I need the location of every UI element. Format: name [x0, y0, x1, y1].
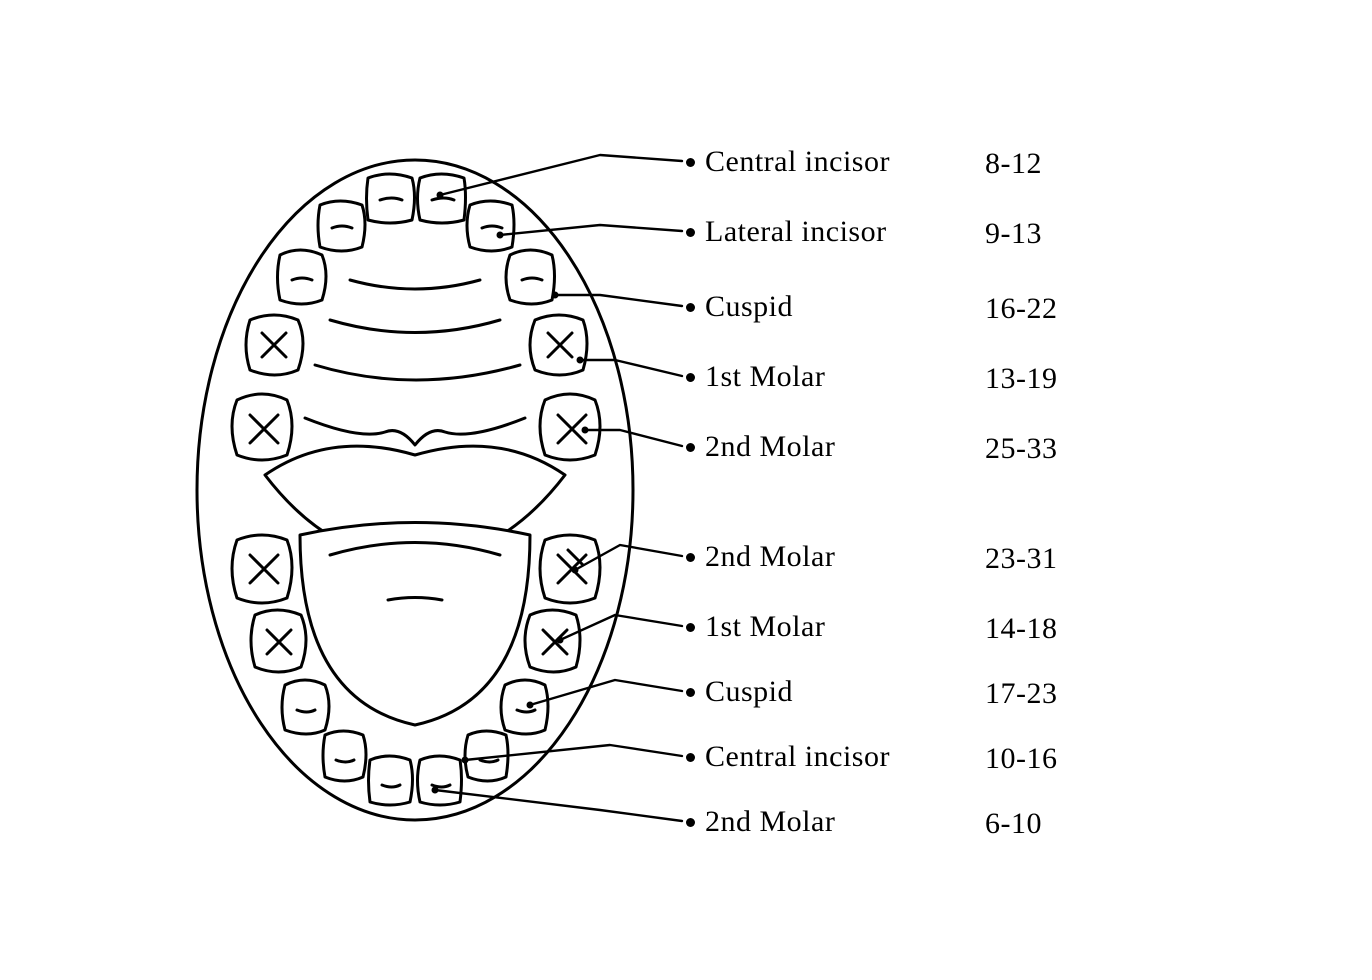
tooth-age-upper-2nd-molar: 25-33 [985, 432, 1058, 466]
molar-groove [250, 415, 278, 443]
label-row-upper-lateral-incisor: Lateral incisor [686, 215, 887, 249]
tooth-age-lower-last: 6-10 [985, 807, 1042, 841]
tooth-name-lower-cuspid: Cuspid [705, 675, 793, 709]
bullet-icon [686, 623, 695, 632]
molar-groove [543, 630, 567, 654]
tooth-name-lower-1st-molar: 1st Molar [705, 610, 825, 644]
leader-line [440, 155, 682, 195]
label-row-upper-cuspid: Cuspid [686, 290, 793, 324]
tooth-ridge [382, 785, 400, 787]
tooth-name-upper-2nd-molar: 2nd Molar [705, 430, 835, 464]
label-row-upper-1st-molar: 1st Molar [686, 360, 825, 394]
tooth-lower-cuspid-left [282, 680, 329, 734]
tooth-name-upper-central-incisor: Central incisor [705, 145, 890, 179]
tooth-ridge [332, 226, 352, 228]
label-row-lower-1st-molar: 1st Molar [686, 610, 825, 644]
leader-line [500, 225, 682, 235]
tooth-name-lower-2nd-molar: 2nd Molar [705, 540, 835, 574]
tooth-age-lower-2nd-molar: 23-31 [985, 542, 1058, 576]
dental-diagram-stage: Central incisor 8-12 Lateral incisor 9-13 Cu… [0, 0, 1372, 980]
tooth-ridge [432, 198, 454, 200]
bullet-icon [686, 818, 695, 827]
tooth-ridge [380, 198, 402, 200]
palate-ridge [350, 280, 480, 289]
tooth-ridge [336, 760, 354, 762]
bullet-icon [686, 553, 695, 562]
tooth-name-lower-last: 2nd Molar [705, 805, 835, 839]
tooth-age-upper-cuspid: 16-22 [985, 292, 1058, 326]
molar-groove [548, 333, 572, 357]
tooth-age-upper-lateral-incisor: 9-13 [985, 217, 1042, 251]
molar-groove [267, 630, 291, 654]
tooth-age-lower-1st-molar: 14-18 [985, 612, 1058, 646]
uvula-ridge [305, 418, 525, 445]
bullet-icon [686, 303, 695, 312]
molar-groove [250, 555, 278, 583]
bullet-icon [686, 443, 695, 452]
tooth-lower-central-right [418, 756, 462, 805]
label-row-upper-2nd-molar: 2nd Molar [686, 430, 835, 464]
label-row-lower-central-incisor: Central incisor [686, 740, 890, 774]
label-row-lower-2nd-molar: 2nd Molar [686, 540, 835, 574]
tooth-ridge [480, 760, 498, 762]
tooth-name-upper-cuspid: Cuspid [705, 290, 793, 324]
tooth-ridge [292, 278, 312, 280]
tooth-name-upper-1st-molar: 1st Molar [705, 360, 825, 394]
palate-ridge [330, 320, 500, 333]
tooth-age-lower-cuspid: 17-23 [985, 677, 1058, 711]
tooth-age-upper-central-incisor: 8-12 [985, 147, 1042, 181]
tooth-ridge [522, 278, 542, 280]
tooth-name-lower-central-incisor: Central incisor [705, 740, 890, 774]
bullet-icon [686, 753, 695, 762]
palate-ridge [315, 365, 520, 380]
tooth-name-upper-lateral-incisor: Lateral incisor [705, 215, 887, 249]
tooth-lower-cuspid-right [501, 680, 548, 734]
label-row-lower-cuspid: Cuspid [686, 675, 793, 709]
tooth-lower-central-left [369, 756, 413, 805]
bullet-icon [686, 228, 695, 237]
leader-line [580, 360, 682, 376]
bullet-icon [686, 688, 695, 697]
leader-line [530, 680, 682, 705]
leader-line [465, 745, 682, 760]
molar-groove [262, 333, 286, 357]
bullet-icon [686, 373, 695, 382]
leader-line [435, 790, 682, 821]
bullet-icon [686, 158, 695, 167]
leader-line [555, 295, 682, 306]
tooth-ridge [482, 226, 502, 228]
tooth-age-lower-central-incisor: 10-16 [985, 742, 1058, 776]
tooth-ridge [297, 710, 315, 712]
tooth-age-upper-1st-molar: 13-19 [985, 362, 1058, 396]
label-row-upper-central-incisor: Central incisor [686, 145, 890, 179]
tooth-lower-lateral-left [323, 731, 366, 781]
tooth-ridge [517, 710, 535, 712]
label-row-lower-last: 2nd Molar [686, 805, 835, 839]
